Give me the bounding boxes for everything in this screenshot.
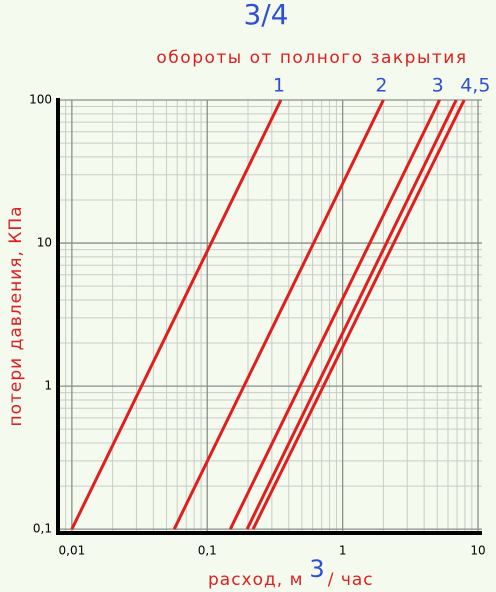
line-label: 3	[432, 75, 444, 97]
line	[251, 99, 466, 530]
y-axis-label: потери давления, КПа	[6, 205, 26, 426]
line-label: 1	[273, 75, 285, 97]
line	[228, 99, 441, 530]
x-tick-label: 0,1	[198, 544, 217, 558]
x-label-tail: / час	[328, 570, 374, 590]
x-axis-label: расход, м 3/ час	[208, 555, 374, 590]
x-tick-label: 10	[470, 544, 485, 558]
y-tick-label: 0,1	[33, 522, 52, 536]
line	[245, 99, 458, 530]
line	[70, 99, 283, 530]
chart-subtitle: обороты от полного закрытия	[156, 48, 467, 68]
x-tick-label: 1	[339, 544, 347, 558]
chart-title: 3/4	[243, 0, 288, 31]
y-tick-label: 10	[37, 236, 52, 250]
line-label: 2	[375, 75, 387, 97]
x-tick-label: 0,01	[59, 544, 86, 558]
line-label: 4,5	[460, 75, 490, 97]
x-label-sup: 3	[309, 555, 325, 583]
y-tick-label: 1	[44, 379, 52, 393]
line	[172, 99, 385, 530]
x-label-text: расход, м	[208, 570, 303, 590]
y-tick-label: 100	[29, 93, 52, 107]
